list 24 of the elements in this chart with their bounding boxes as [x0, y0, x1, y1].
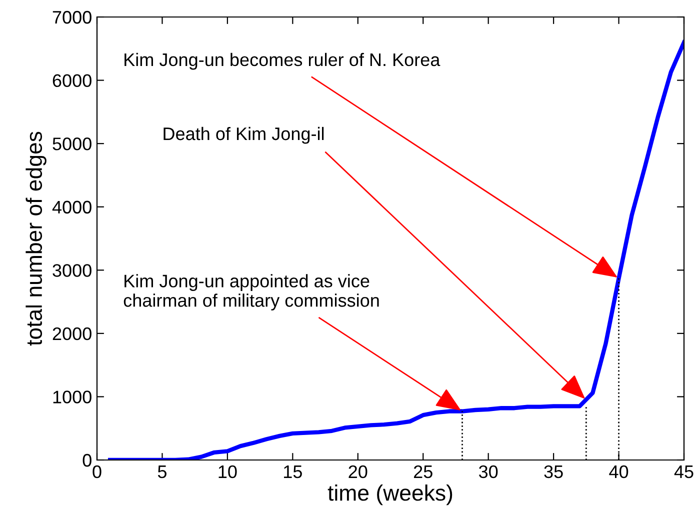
y-tick-label: 2000: [52, 327, 92, 340]
y-tick-label: 4000: [52, 200, 92, 214]
x-tick-label: 40: [609, 465, 628, 478]
x-tick-label: 10: [218, 465, 237, 478]
annotation: Kim Jong-un becomes ruler of N. Korea: [124, 52, 440, 70]
y-tick-label: 0: [82, 454, 92, 467]
x-tick-label: 5: [158, 466, 166, 478]
y-axis-title: total number of edges: [26, 132, 46, 346]
x-tick-label: 0: [92, 465, 102, 478]
x-tick-label: 35: [544, 465, 563, 478]
x-tick-label: 25: [414, 465, 432, 478]
y-tick-label: 3000: [52, 264, 92, 277]
x-axis-title: time (weeks): [328, 484, 452, 506]
y-tick-label: 6000: [52, 74, 92, 88]
y-tick-label: 7000: [52, 10, 92, 24]
x-tick-label: 45: [674, 466, 694, 478]
line-series: [108, 40, 684, 460]
y-tick-label: 5000: [52, 138, 92, 150]
x-tick-label: 20: [348, 465, 368, 478]
annotation: Death of Kim Jong-il: [164, 126, 324, 144]
x-tick-label: 15: [284, 466, 302, 478]
y-tick-label: 1000: [53, 390, 92, 404]
x-tick-label: 30: [478, 465, 498, 478]
annotation: Kim Jong-un appointed as vice chairman of military commission: [124, 274, 379, 310]
